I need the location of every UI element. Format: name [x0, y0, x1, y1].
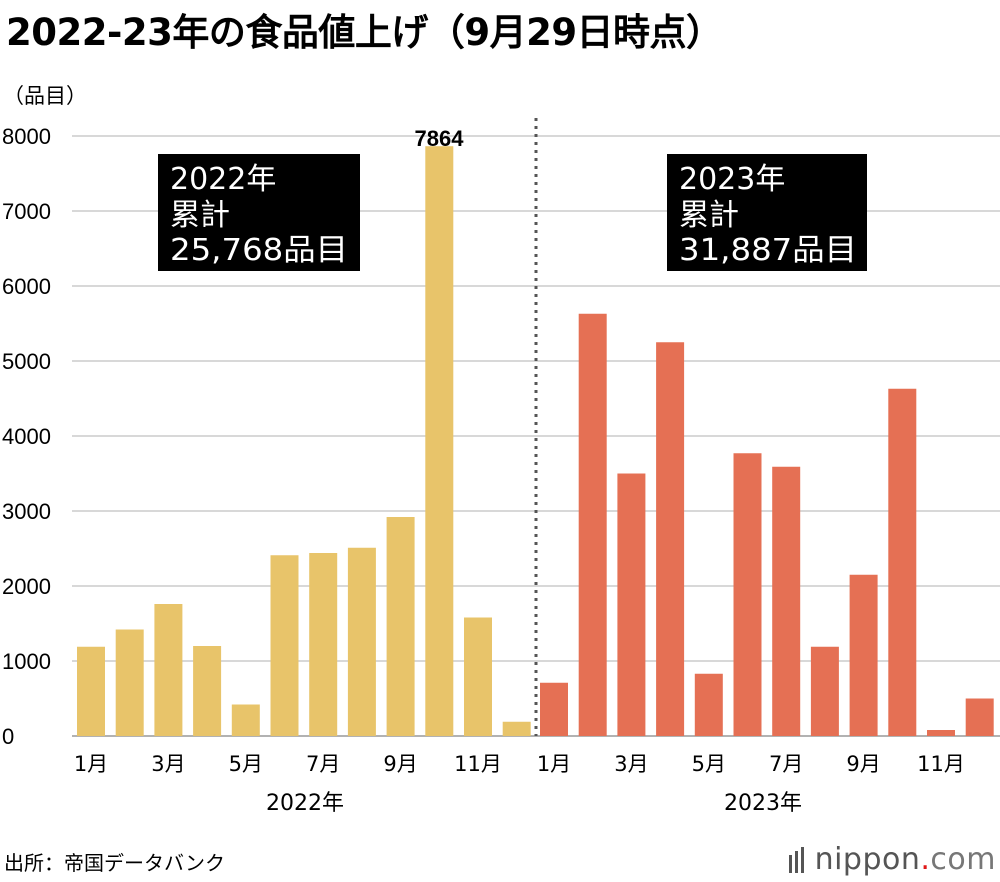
annotation-2023-total: 31,887品目 [679, 233, 857, 268]
bar-2022-5 [231, 704, 260, 736]
annotation-2022-year: 2022年 [170, 162, 276, 197]
bar-2023-5 [694, 673, 723, 736]
bar-2022-10 [425, 146, 454, 736]
bar-2022-11 [464, 617, 492, 736]
bar-2022-1 [77, 646, 105, 736]
bar-2023-3 [617, 473, 646, 736]
x-tick-label: 9月 [383, 752, 417, 776]
x-tick-label: 3月 [614, 752, 648, 776]
x-tick-label: 1月 [537, 752, 571, 776]
y-tick-label: 4000 [2, 424, 51, 449]
bar-2022-7 [309, 553, 338, 736]
annotation-2022-box [158, 154, 360, 271]
source-note: 出所：帝国データバンク [4, 851, 225, 875]
x-tick-label: 11月 [917, 752, 965, 776]
y-tick-label: 1000 [2, 649, 51, 674]
logo-dot: . [920, 842, 931, 877]
bar-2023-11 [927, 730, 955, 736]
y-tick-label: 2000 [2, 574, 51, 599]
annotation-2022-total: 25,768品目 [170, 233, 348, 268]
x-tick-label: 5月 [692, 752, 726, 776]
y-tick-label: 5000 [2, 349, 51, 374]
bar-2023-10 [888, 388, 917, 736]
bar-2023-1 [540, 682, 568, 736]
annotation-2023-label: 累計 [679, 198, 739, 233]
bars [77, 146, 994, 736]
y-tick-label: 0 [2, 724, 14, 749]
x-tick-label: 3月 [151, 752, 185, 776]
annotation-2022: 2022年 累計 25,768品目 [158, 154, 360, 271]
bar-2022-8 [347, 547, 376, 736]
group-label-2022: 2022年 [266, 791, 344, 816]
y-tick-label: 8000 [2, 124, 51, 149]
y-tick-label: 7000 [2, 199, 51, 224]
y-tick-label: 6000 [2, 274, 51, 299]
x-tick-label: 1月 [74, 752, 108, 776]
bar-2022-4 [193, 646, 222, 736]
x-tick-label: 11月 [454, 752, 502, 776]
bar-2023-9 [849, 574, 878, 736]
y-tick-label: 3000 [2, 499, 51, 524]
bar-2022-9 [386, 517, 415, 736]
bar-2023-8 [810, 646, 839, 736]
annotation-2023: 2023年 累計 31,887品目 [667, 154, 867, 271]
annotation-2023-box [667, 154, 867, 271]
group-label-2023: 2023年 [724, 791, 802, 816]
bar-2023-4 [656, 342, 685, 736]
x-tick-labels: 1月 3月 5月 7月 9月 11月 1月 3月 5月 7月 9月 11月 [74, 752, 965, 776]
bar-2023-2 [578, 313, 607, 736]
x-tick-label: 9月 [846, 752, 880, 776]
y-tick-labels: 0 1000 2000 3000 4000 5000 6000 7000 8000 [2, 124, 51, 749]
bar-2022-6 [270, 555, 299, 736]
x-tick-label: 7月 [306, 752, 340, 776]
annotation-2023-year: 2023年 [679, 162, 785, 197]
x-tick-label: 7月 [769, 752, 803, 776]
bar-2022-2 [115, 629, 144, 736]
bar-2023-6 [733, 453, 762, 736]
nippon-logo: nippon. com [788, 842, 996, 877]
annotation-2022-label: 累計 [170, 198, 230, 233]
x-tick-label: 5月 [229, 752, 263, 776]
chart-title: 2022-23年の食品値上げ（9月29日時点） [6, 11, 723, 54]
y-axis-unit-label: （品目） [3, 84, 87, 108]
logo-suffix: com [930, 842, 996, 877]
bar-2023-7 [772, 466, 801, 736]
logo-bars-icon [788, 846, 807, 873]
bar-2022-3 [154, 604, 183, 736]
peak-value-label: 7864 [415, 126, 465, 151]
bar-chart: 0 1000 2000 3000 4000 5000 6000 7000 8000 7864 2… [2, 118, 1000, 816]
bar-2022-12 [502, 721, 531, 736]
logo-name: nippon [814, 842, 921, 877]
bar-2023-12 [965, 698, 994, 736]
